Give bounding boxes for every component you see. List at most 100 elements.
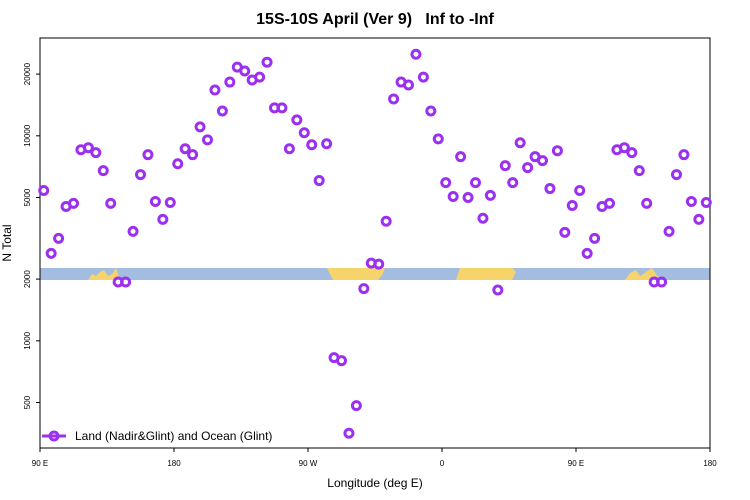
- data-point: [172, 158, 184, 170]
- data-point: [537, 155, 548, 167]
- data-point: [678, 149, 690, 161]
- data-point: [142, 149, 154, 161]
- land-area: [327, 268, 385, 280]
- data-point: [209, 84, 221, 96]
- y-tick-label: 10000: [23, 124, 32, 147]
- data-point: [700, 196, 712, 208]
- data-point: [135, 169, 146, 181]
- data-point: [149, 196, 161, 208]
- data-point: [499, 160, 511, 172]
- data-point: [343, 427, 355, 439]
- data-point: [618, 142, 630, 154]
- data-point: [633, 165, 645, 177]
- data-point: [656, 276, 668, 288]
- x-tick-label: 180: [703, 459, 717, 468]
- data-point: [417, 71, 429, 83]
- data-point: [589, 232, 601, 244]
- y-tick-label: 2000: [23, 270, 32, 288]
- data-point: [261, 56, 273, 68]
- data-point: [373, 258, 385, 270]
- data-point: [358, 283, 370, 295]
- data-point: [97, 165, 109, 177]
- data-point: [380, 215, 392, 227]
- x-tick-label: 0: [440, 459, 445, 468]
- plot-frame: [39, 37, 711, 449]
- land-area: [456, 268, 516, 280]
- data-point: [276, 102, 288, 114]
- data-point: [291, 114, 303, 126]
- data-point: [604, 197, 615, 209]
- data-point: [194, 121, 206, 133]
- data-point: [440, 177, 452, 189]
- data-point: [45, 247, 57, 259]
- data-point: [321, 138, 333, 150]
- data-point: [120, 276, 132, 288]
- data-point: [202, 134, 213, 146]
- data-point: [403, 79, 414, 91]
- land-band: [40, 268, 710, 280]
- data-point: [514, 137, 526, 149]
- x-tick-label: 90 E: [568, 459, 584, 468]
- data-point: [306, 139, 318, 151]
- data-point: [685, 196, 697, 208]
- data-point: [641, 197, 653, 209]
- data-point: [425, 105, 437, 117]
- data-point: [693, 213, 705, 225]
- data-point: [82, 142, 94, 154]
- data-point: [313, 175, 325, 187]
- data-point: [164, 196, 176, 208]
- data-point: [566, 200, 578, 212]
- x-tick-label: 90 E: [32, 459, 48, 468]
- data-point: [507, 177, 519, 189]
- data-point: [626, 147, 638, 159]
- land-area: [625, 268, 660, 280]
- data-point: [544, 183, 556, 195]
- data-point: [447, 190, 459, 202]
- data-point: [559, 226, 571, 238]
- data-point: [127, 225, 139, 237]
- chart-title: 15S-10S April (Ver 9) Inf to -Inf: [256, 11, 494, 28]
- data-point: [38, 185, 50, 197]
- data-point: [216, 105, 228, 117]
- data-point: [239, 65, 251, 77]
- data-point: [90, 147, 102, 159]
- y-axis-label: N Total: [0, 224, 14, 261]
- data-point: [477, 212, 489, 224]
- data-point: [298, 127, 310, 139]
- data-point: [551, 145, 563, 157]
- data-point: [388, 93, 400, 105]
- data-point: [492, 284, 504, 296]
- data-point: [671, 169, 682, 181]
- data-point: [157, 213, 169, 225]
- x-tick-label: 90 W: [299, 459, 318, 468]
- y-tick-label: 500: [23, 395, 32, 409]
- data-point: [350, 400, 362, 412]
- data-point: [663, 225, 675, 237]
- legend-label: Land (Nadir&Glint) and Ocean (Glint): [75, 429, 272, 443]
- legend-marker: [48, 430, 60, 442]
- data-point: [470, 177, 481, 189]
- data-point: [455, 151, 467, 163]
- y-tick-label: 20000: [23, 62, 32, 85]
- data-point: [224, 76, 236, 88]
- data-point: [574, 185, 586, 197]
- x-tick-label: 180: [167, 459, 181, 468]
- x-axis-label: Longitude (deg E): [327, 476, 422, 490]
- data-point: [53, 232, 65, 244]
- data-point: [462, 192, 474, 204]
- data-point: [179, 143, 191, 155]
- data-point: [336, 355, 347, 367]
- data-point: [432, 133, 444, 145]
- y-tick-label: 1000: [23, 331, 32, 349]
- data-point: [410, 48, 422, 60]
- data-point: [522, 162, 534, 174]
- data-point: [283, 143, 295, 155]
- data-point: [581, 247, 593, 259]
- data-point: [68, 197, 79, 209]
- data-point: [105, 197, 117, 209]
- data-point: [484, 189, 496, 201]
- data-point: [187, 149, 199, 161]
- data-point: [254, 71, 266, 83]
